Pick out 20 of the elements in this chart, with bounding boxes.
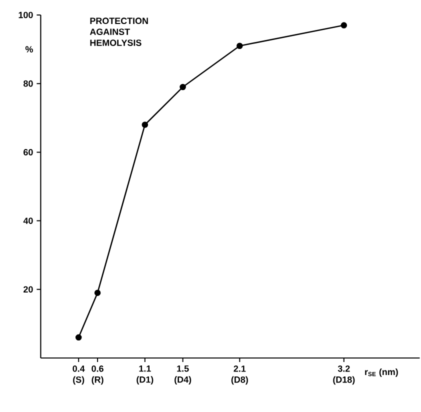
x-tick-label: 1.5 (D4) <box>174 366 192 384</box>
point <box>94 290 101 296</box>
y-tick-label: 100 <box>18 12 33 18</box>
x-tick-label: 0.4 (S) <box>72 366 85 385</box>
point <box>340 22 348 28</box>
y-tick-label: 20 <box>24 286 33 293</box>
y-axis-title: % <box>25 46 33 52</box>
point <box>236 42 243 50</box>
x-tick-label: 2.1 (D8) <box>231 366 248 385</box>
y-tick-label: 60 <box>24 149 33 156</box>
x-axis-title: r$_{SE}$ (nm) <box>365 368 398 377</box>
y-tick-label: 80 <box>24 80 33 87</box>
x-tick-label: 0.6 (R) <box>92 366 104 385</box>
point <box>75 334 82 341</box>
x-tick-label: 1.1 (D1) <box>136 366 154 384</box>
point <box>180 84 186 90</box>
x-tick-label: 3.2 (D18) <box>333 366 355 385</box>
y-tick-label: 40 <box>23 218 33 224</box>
text: PROTECTION AGAINST HEMOLYSIS <box>90 18 148 46</box>
point <box>142 122 148 128</box>
